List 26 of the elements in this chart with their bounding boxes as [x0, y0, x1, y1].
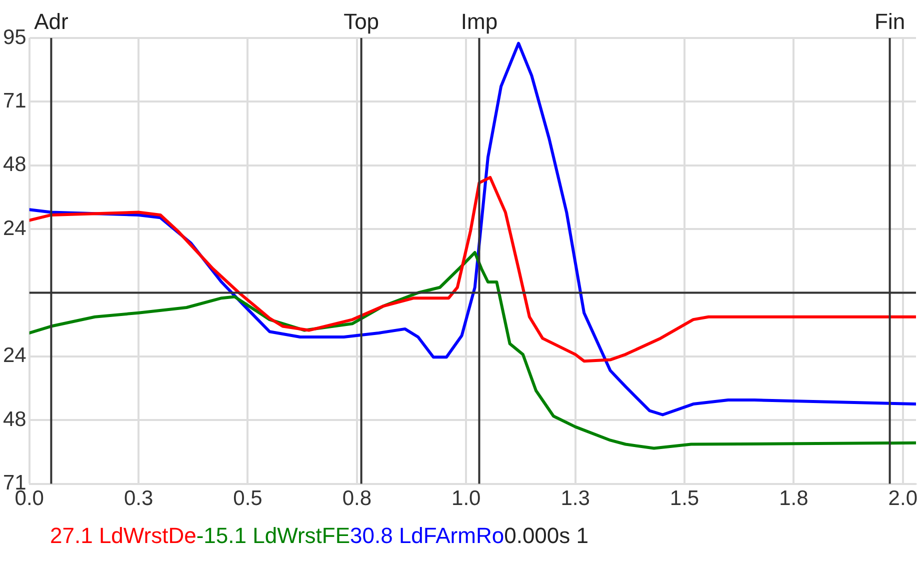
text: LdWrstDe	[98, 523, 196, 548]
ref-line-label: Top	[344, 9, 380, 34]
x-tick-label: 2.0	[888, 487, 918, 510]
x-tick-label: 0.8	[342, 487, 372, 510]
y-tick-label: 48	[3, 408, 26, 431]
x-tick-label: 1.5	[670, 487, 700, 510]
x-tick-label: 0.3	[124, 487, 154, 510]
y-tick-label: 24	[3, 216, 27, 240]
x-tick-label: 0.5	[233, 487, 262, 510]
ref-line-label: Adr	[34, 9, 68, 34]
text: -15.1	[196, 523, 248, 548]
ref-line-label: Fin	[874, 9, 906, 34]
text: 0.000s	[504, 523, 572, 548]
y-tick-label: 48	[3, 153, 26, 176]
x-tick-label: 1.8	[779, 487, 808, 510]
text: LdWrstFE	[252, 523, 350, 548]
y-tick-label: 95	[3, 26, 26, 49]
y-tick-label: 71	[3, 89, 26, 112]
x-tick-label: 1.0	[452, 487, 481, 510]
ref-line-label: Imp	[460, 9, 498, 34]
text: 1	[576, 523, 589, 548]
y-tick-label: 24	[3, 344, 27, 368]
text: LdFArmRo	[398, 523, 504, 548]
text: 30.8	[350, 523, 394, 548]
x-tick-label: 1.3	[560, 487, 590, 510]
text: 27.1	[50, 523, 94, 548]
